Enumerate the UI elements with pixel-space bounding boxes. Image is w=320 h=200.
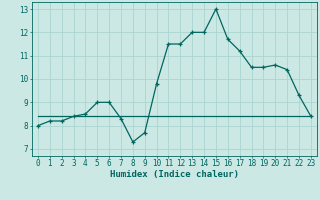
X-axis label: Humidex (Indice chaleur): Humidex (Indice chaleur) — [110, 170, 239, 179]
